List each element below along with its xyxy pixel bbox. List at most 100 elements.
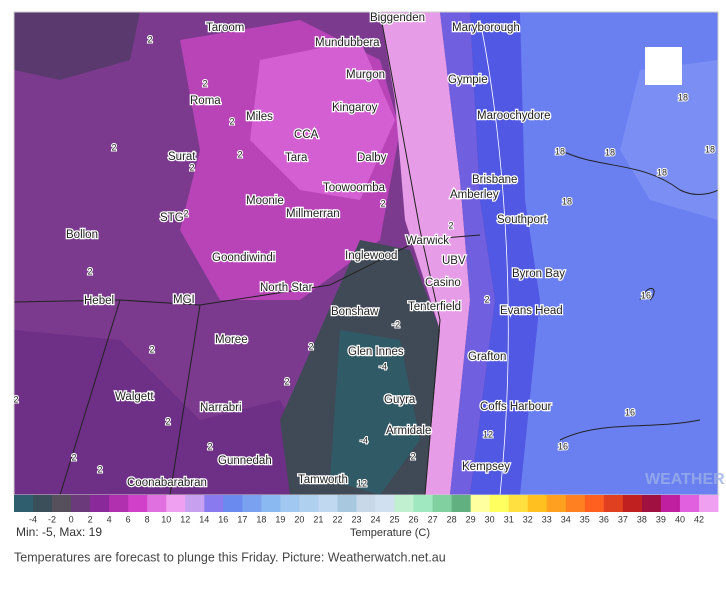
- scale-swatch: [432, 495, 453, 512]
- place-label: Dalby: [357, 152, 387, 164]
- place-label: Murgon: [346, 69, 385, 81]
- scale-tick-label: 22: [332, 514, 342, 524]
- contour-label: 2: [410, 451, 415, 461]
- place-label: Brisbane: [472, 174, 517, 186]
- contour-label: 2: [380, 198, 385, 208]
- scale-tick-label: 14: [199, 514, 209, 524]
- scale-swatch: [128, 495, 148, 512]
- contour-label: 2: [149, 344, 154, 354]
- scale-swatch: [52, 495, 72, 512]
- place-label: Maryborough: [452, 22, 520, 34]
- place-label: UBV: [442, 255, 466, 267]
- contour-label: 2: [183, 208, 188, 218]
- place-label: Armidale: [386, 425, 431, 437]
- scale-tick-label: 33: [542, 514, 552, 524]
- contour-label: 18: [555, 146, 565, 156]
- scale-tick-label: -2: [48, 514, 56, 524]
- contour-label: 12: [483, 429, 493, 439]
- place-label: Tenterfield: [408, 301, 461, 313]
- scale-swatch: [413, 495, 434, 512]
- place-label: Bonshaw: [331, 306, 379, 318]
- scale-swatch: [660, 495, 681, 512]
- place-label: Millmerran: [286, 208, 340, 220]
- scale-swatch: [185, 495, 205, 512]
- scale-tick-label: 25: [390, 514, 400, 524]
- place-label: Gympie: [448, 74, 488, 86]
- scale-tick-label: 20: [294, 514, 304, 524]
- scale-swatch: [242, 495, 262, 512]
- contour-label: 2: [448, 220, 453, 230]
- scale-swatch: [470, 495, 491, 512]
- place-label: Amberley: [450, 189, 499, 201]
- scale-swatch: [33, 495, 53, 512]
- contour-label: 2: [165, 416, 170, 426]
- scale-swatch: [489, 495, 510, 512]
- place-label: Bollon: [66, 229, 98, 241]
- contour-label: 16: [641, 290, 651, 300]
- contour-label: 2: [111, 142, 116, 152]
- place-label: Goondiwindi: [212, 252, 275, 264]
- scale-swatch: [356, 495, 377, 512]
- scale-tick-label: 10: [161, 514, 171, 524]
- scale-swatch: [698, 495, 719, 512]
- contour-label: 2: [284, 376, 289, 386]
- scale-tick-label: 42: [694, 514, 704, 524]
- scale-tick-label: 2: [88, 514, 93, 524]
- contour-label: 18: [605, 147, 615, 157]
- scale-swatch: [147, 495, 167, 512]
- scale-swatch: [375, 495, 396, 512]
- scale-swatch: [622, 495, 643, 512]
- scale-swatch: [394, 495, 415, 512]
- contour-label: 2: [13, 394, 18, 404]
- contour-label: -2: [392, 319, 400, 329]
- contour-label: 2: [147, 34, 152, 44]
- place-label: STG: [160, 212, 184, 224]
- contour-label: 18: [705, 144, 715, 154]
- contour-label: -4: [360, 435, 368, 445]
- scale-swatch: [90, 495, 110, 512]
- place-label: Coffs Harbour: [480, 401, 552, 413]
- scale-tick-label: 21: [313, 514, 323, 524]
- scale-tick-label: 8: [145, 514, 150, 524]
- scale-tick-label: 36: [599, 514, 609, 524]
- contour-label: 16: [558, 441, 568, 451]
- scale-swatch: [318, 495, 338, 512]
- scale-tick-label: -4: [29, 514, 37, 524]
- place-label: Maroochydore: [477, 110, 551, 122]
- contour-label: 2: [71, 452, 76, 462]
- place-label: Tamworth: [298, 474, 348, 486]
- scale-tick-label: 28: [447, 514, 457, 524]
- scale-swatch: [299, 495, 319, 512]
- scale-swatch: [261, 495, 281, 512]
- contour-label: 18: [657, 167, 667, 177]
- contour-label: 2: [189, 162, 194, 172]
- scale-swatch: [280, 495, 300, 512]
- scale-swatch: [641, 495, 662, 512]
- scale-swatch: [508, 495, 529, 512]
- scale-swatch: [679, 495, 700, 512]
- place-label: CCA: [294, 129, 319, 141]
- contour-label: 2: [97, 464, 102, 474]
- place-label: Grafton: [468, 351, 506, 363]
- scale-swatch: [204, 495, 224, 512]
- scale-tick-label: 6: [126, 514, 131, 524]
- scale-tick-label: 35: [580, 514, 590, 524]
- place-label: Casino: [425, 277, 461, 289]
- contour-label: 2: [202, 78, 207, 88]
- contour-label: 18: [562, 196, 572, 206]
- scale-tick-label: 37: [618, 514, 628, 524]
- place-label: North Star: [260, 282, 313, 294]
- scale-tick-label: 0: [69, 514, 74, 524]
- caption: Temperatures are forecast to plunge this…: [14, 550, 446, 564]
- scale-swatch: [166, 495, 186, 512]
- contour-label: 12: [357, 478, 367, 488]
- place-label: Surat: [168, 151, 196, 163]
- contour-label: -4: [379, 361, 387, 371]
- scale-unit: Temperature (C): [350, 527, 430, 539]
- scale-minmax: Min: -5, Max: 19: [16, 525, 102, 539]
- contour-label: 2: [308, 341, 313, 351]
- scale-swatch: [337, 495, 357, 512]
- map-background: [14, 12, 718, 495]
- scale-swatch: [546, 495, 567, 512]
